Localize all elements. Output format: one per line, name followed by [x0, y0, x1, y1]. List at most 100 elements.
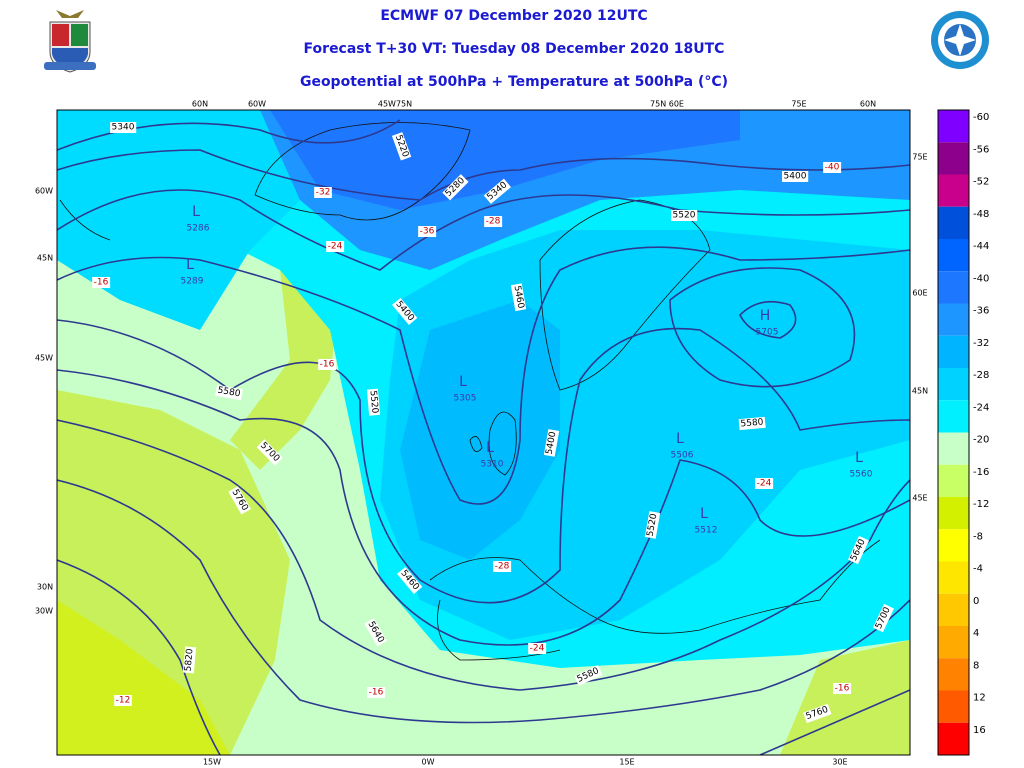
pressure-center-symbol: L [676, 431, 684, 447]
temperature-label: -32 [316, 188, 331, 198]
colorbar-swatch [938, 335, 969, 368]
height-label-box [364, 618, 387, 647]
coordinate-label: 15E [619, 758, 634, 767]
colorbar-swatch [938, 206, 969, 239]
pressure-center-value: 5310 [481, 460, 504, 470]
temperature-label-group: -12 [114, 695, 132, 706]
height-label-box [782, 171, 809, 182]
coordinate-label: 60N [860, 100, 876, 109]
temperature-label: -28 [486, 217, 501, 227]
field-description: Geopotential at 500hPa + Temperature at … [300, 74, 728, 90]
coordinate-label: 75E [791, 100, 806, 109]
pressure-center-symbol: L [459, 374, 467, 390]
temperature-label-box [114, 695, 132, 706]
temperature-label-box [367, 687, 386, 698]
height-label-group: 5580 [738, 416, 766, 431]
temperature-label-box [528, 643, 547, 654]
colorbar-label: -32 [973, 338, 989, 349]
temperature-label-group: -24 [326, 241, 345, 252]
colorbar-swatch [938, 110, 969, 143]
temperature-label-box [833, 683, 852, 694]
temperature-label-group: -16 [367, 687, 386, 698]
coordinate-label: 45W75N [378, 100, 412, 109]
colorbar-label: -44 [973, 241, 989, 252]
colorbar-label: -60 [973, 112, 989, 123]
pressure-center-symbol: L [192, 204, 200, 220]
temperature-label-box [493, 561, 512, 572]
temperature-label: -16 [369, 688, 384, 698]
height-label-box [228, 486, 251, 515]
temperature-label: -16 [320, 360, 335, 370]
height-label-group: 5520 [644, 511, 661, 539]
colorbar-label: 12 [973, 693, 986, 704]
colorbar: -60-56-52-48-44-40-36-32-28-24-20-16-12-… [937, 109, 989, 756]
pressure-center-symbol: H [760, 308, 771, 324]
map: 60N 60W 45W75N 75N 60E 75E 60N 60W 45N 45W 30N 30W… [35, 100, 928, 767]
coordinate-label: 45N [37, 254, 53, 263]
height-label-box [182, 646, 197, 674]
coordinate-label: 30E [832, 758, 847, 767]
height-label-group: 5820 [182, 646, 197, 674]
height-label: 5400 [545, 431, 559, 456]
temperature-label: -40 [825, 163, 840, 173]
height-label-box [256, 439, 283, 466]
height-label: 5580 [740, 417, 764, 429]
temperature-label: -16 [835, 684, 850, 694]
temperature-label-group: -28 [493, 561, 512, 572]
colorbar-label: -40 [973, 273, 989, 284]
colorbar-swatch [938, 174, 969, 207]
colorbar-label: -12 [973, 499, 989, 510]
colorbar-label: -24 [973, 402, 989, 413]
temperature-label-group: -40 [823, 162, 842, 173]
temperature-label: -28 [495, 562, 510, 572]
pressure-center-value: 5560 [850, 470, 873, 480]
height-label-box [803, 703, 832, 724]
temperature-label: -16 [94, 278, 109, 288]
height-label-group: 5460 [510, 283, 527, 312]
colorbar-swatch [938, 464, 969, 497]
colorbar-frame [937, 109, 970, 756]
temperature-label-group: -24 [755, 478, 774, 489]
coordinate-label: 30W [35, 607, 53, 616]
temperature-label-group: -36 [418, 226, 437, 237]
height-label-box [215, 384, 243, 401]
colorbar-swatch [938, 561, 969, 594]
colorbar-swatch [938, 497, 969, 530]
temperature-label: -24 [530, 644, 545, 654]
height-label-box [392, 297, 418, 325]
temperature-label-box [318, 359, 337, 370]
height-label-box [847, 535, 870, 565]
temperature-label-box [755, 478, 774, 489]
pressure-center-value: 5512 [695, 526, 718, 536]
height-label-box [397, 566, 423, 594]
forecast-time: Forecast T+30 VT: Tuesday 08 December 20… [304, 41, 725, 57]
coordinate-label: 75N 60E [650, 100, 684, 109]
pressure-center-symbol: L [486, 440, 494, 456]
height-label-group: 5520 [366, 388, 381, 416]
height-label-group: 5400 [543, 429, 560, 457]
height-label-group: 5340 [110, 122, 137, 133]
colorbar-swatch [938, 400, 969, 433]
left-logo [44, 10, 96, 73]
height-label-group: 5520 [671, 210, 698, 221]
colorbar-label: -48 [973, 209, 989, 220]
height-label: 5820 [184, 648, 196, 672]
temperature-label-group: -16 [833, 683, 852, 694]
colorbar-swatch [938, 722, 969, 755]
coordinate-label: 30N [37, 583, 53, 592]
height-label-group: 5400 [782, 171, 809, 182]
coordinate-label: 15W [203, 758, 221, 767]
colorbar-label: -20 [973, 435, 989, 446]
colorbar-swatch [938, 658, 969, 691]
colorbar-swatch [938, 690, 969, 723]
title: ECMWF 07 December 2020 12UTC [380, 8, 647, 24]
temperature-label: -24 [757, 479, 772, 489]
coordinate-label: 60N [192, 100, 208, 109]
pressure-center-value: 5289 [181, 277, 204, 287]
colorbar-swatch [938, 432, 969, 465]
height-label-group: 5580 [215, 384, 243, 401]
height-label-box [442, 174, 469, 201]
temperature-label-box [484, 216, 503, 227]
pressure-center-symbol: L [700, 506, 708, 522]
